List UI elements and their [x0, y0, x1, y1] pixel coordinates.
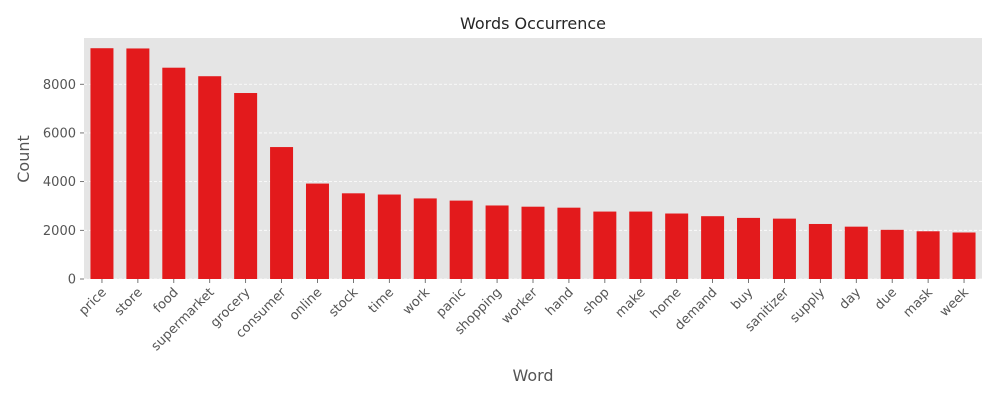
x-tick-label-buy: buy [729, 285, 757, 313]
x-tick-label-stock: stock [326, 285, 361, 320]
x-tick-label-hand: hand [543, 285, 577, 319]
x-tick-label-mask: mask [901, 285, 937, 321]
bar-panic [449, 200, 473, 279]
y-tick-label: 2000 [43, 224, 76, 239]
bar-stock [341, 193, 365, 279]
bars [90, 48, 976, 279]
bar-store [126, 48, 150, 279]
y-tick-label: 0 [68, 273, 76, 288]
x-tick-label-due: due [872, 285, 900, 313]
bar-demand [701, 216, 725, 279]
bar-buy [737, 217, 761, 279]
bar-consumer [270, 147, 294, 279]
x-axis-label: Word [512, 366, 553, 385]
x-tick-label-day: day [837, 285, 865, 313]
x-tick-label-food: food [151, 285, 182, 316]
bar-price [90, 48, 114, 279]
x-tick-label-worker: worker [499, 285, 541, 327]
bar-hand [557, 207, 581, 279]
chart-title: Words Occurrence [460, 14, 606, 33]
x-tick-label-shop: shop [580, 285, 613, 318]
x-tick-label-price: price [76, 285, 109, 318]
x-tick-label-online: online [287, 285, 326, 324]
bar-supermarket [198, 76, 222, 279]
y-tick-label: 6000 [43, 126, 76, 141]
bar-shop [593, 211, 617, 279]
x-tick-label-store: store [112, 285, 146, 319]
bar-time [377, 194, 401, 279]
x-tick-label-supply: supply [787, 285, 828, 326]
bar-mask [916, 231, 940, 279]
y-axis-label: Count [14, 135, 33, 183]
y-axis-ticks: 0 2000 4000 6000 8000 [43, 78, 84, 288]
bar-grocery [234, 93, 258, 279]
bar-week [952, 232, 976, 279]
bar-food [162, 67, 186, 279]
x-tick-label-time: time [366, 285, 397, 316]
bar-work [413, 198, 437, 279]
x-tick-label-work: work [400, 285, 433, 318]
bar-home [665, 213, 689, 279]
bar-shopping [485, 205, 509, 279]
bar-supply [808, 223, 832, 279]
x-axis-ticks: price store foodsupermarketgroceryconsumer… [76, 279, 972, 354]
y-tick-label: 8000 [43, 78, 76, 93]
x-tick-label-week: week [937, 285, 972, 320]
bar-make [629, 211, 653, 279]
bar-day [844, 226, 868, 279]
x-tick-label-make: make [613, 285, 649, 321]
y-tick-label: 4000 [43, 175, 76, 190]
bar-online [305, 183, 329, 279]
bar-due [880, 229, 904, 279]
bar-worker [521, 206, 545, 279]
bar-sanitizer [772, 218, 796, 279]
